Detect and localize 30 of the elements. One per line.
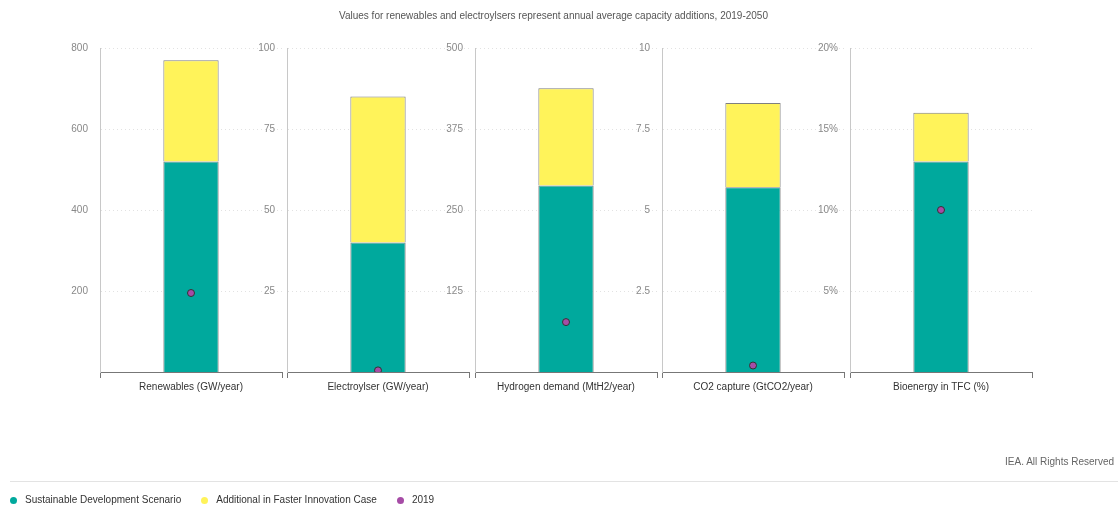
y-tick-label: 15%	[817, 122, 838, 134]
legend-label: Additional in Faster Innovation Case	[215, 494, 377, 505]
y-tick-label: 25	[264, 284, 276, 296]
y-tick-label: 7.5	[636, 122, 651, 134]
y-tick-label: 10	[639, 41, 651, 53]
x-tick-label: Electroylser (GW/year)	[327, 380, 429, 392]
y-tick-label: 800	[71, 41, 89, 53]
x-tick-label: Renewables (GW/year)	[139, 380, 243, 392]
y-tick-label: 20%	[817, 41, 838, 53]
y-tick-label: 200	[71, 284, 89, 296]
y-tick-label: 400	[71, 203, 89, 215]
x-tick-label: CO2 capture (GtCO2/year)	[693, 380, 813, 392]
x-tick-label: Bioenergy in TFC (%)	[892, 380, 989, 392]
y-tick-label: 100	[258, 41, 276, 53]
chart-title: Values for renewables and electroylsers represent annual average capacity additions, 2019-2050	[338, 10, 768, 21]
x-tick-label: Hydrogen demand (MtH2/year)	[496, 380, 635, 392]
y-tick-label: 5%	[823, 284, 838, 296]
y-tick-label: 600	[71, 122, 89, 134]
y-tick-label: 50	[264, 203, 276, 215]
y-tick-label: 10%	[817, 203, 838, 215]
y-tick-label: 5	[644, 203, 651, 215]
legend-label: Sustainable Development Scenario	[24, 494, 182, 505]
y-tick-label: 125	[446, 284, 464, 296]
y-tick-label: 500	[446, 41, 464, 53]
y-tick-label: 250	[446, 203, 464, 215]
y-tick-label: 375	[446, 122, 464, 134]
y-tick-label: 2.5	[636, 284, 651, 296]
y-tick-label: 75	[264, 122, 276, 134]
legend-label: 2019	[410, 494, 435, 505]
text: IEA. All Rights Reserved	[1005, 456, 1114, 467]
